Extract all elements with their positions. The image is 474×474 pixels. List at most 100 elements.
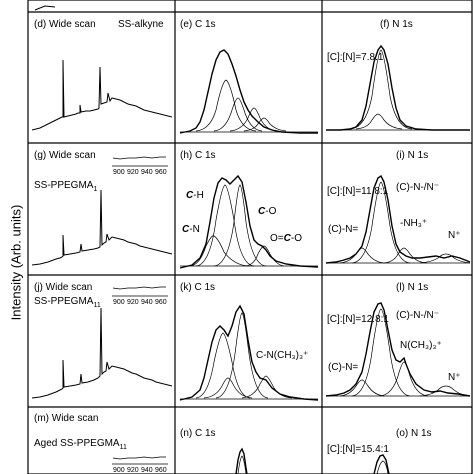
peak-oco-pre: O=	[270, 233, 284, 244]
c1s-h-component	[213, 184, 267, 267]
peak-label-cn: C-N	[182, 224, 200, 235]
peak-label-co: C-O	[258, 206, 277, 217]
n1s-l-component	[339, 379, 385, 397]
c1s-k-component	[215, 312, 269, 399]
inset-g-tick: 960	[155, 169, 167, 176]
panel-h-label: (h) C 1s	[180, 150, 216, 161]
wide-scan-g-curve	[31, 189, 173, 266]
panel-j-label: (j) Wide scan	[34, 282, 92, 293]
panel-d-sample: SS-alkyne	[118, 19, 164, 30]
n1s-l-component	[379, 361, 429, 397]
inset-j-tick: 920	[127, 299, 139, 306]
peak-label-cnme3: C-N(CH₃)₃⁺	[256, 350, 308, 361]
n1s-i-component	[383, 247, 427, 264]
peak-label-cn-i: (C)-N-/N⁻	[396, 182, 439, 193]
inset-m-curve	[112, 456, 166, 460]
panel-m-sample: Aged SS-PPEGMA11	[34, 438, 127, 451]
peak-label-nh3: -NH₃⁺	[400, 218, 427, 229]
panel-n-label: (n) C 1s	[180, 428, 216, 439]
inset-g-tick: 920	[127, 169, 139, 176]
peak-ch-rest: -H	[193, 190, 204, 201]
peak-label-ch: C-H	[186, 190, 204, 201]
peak-cn-main: C	[182, 224, 190, 235]
c1s-k-component	[203, 377, 253, 399]
inset-j-tick: 900	[113, 299, 125, 306]
inset-g-curve	[112, 156, 166, 160]
panel-m-sample-text: Aged SS-PPEGMA	[34, 438, 120, 449]
panel-i-label: (i) N 1s	[396, 150, 428, 161]
inset-m-tick: 920	[127, 467, 139, 474]
inset-g-tick: 900	[113, 169, 125, 176]
n1s-l-envelope	[325, 302, 471, 397]
inset-m-tick: 960	[155, 467, 167, 474]
panel-d-label: (d) Wide scan	[34, 19, 96, 30]
n1s-f-component	[349, 49, 413, 130]
c1s-k-component	[195, 332, 251, 399]
n1s-f-component	[355, 113, 403, 130]
panel-i-ratio: [C]:[N]=11.8:1	[327, 186, 389, 197]
panel-k-label: (k) C 1s	[180, 282, 215, 293]
panel-o-label: (o) N 1s	[396, 428, 432, 439]
n1s-f-envelope	[326, 44, 470, 131]
c1s-n-component	[237, 455, 247, 474]
inset-m-tick: 900	[113, 467, 125, 474]
panel-j-sample-text: SS-PPEGMA	[34, 296, 94, 307]
panel-g-sample-sub: 1	[93, 186, 97, 193]
peak-label-nme3: N(CH₃)₃⁺	[400, 340, 442, 351]
peak-oco-rest: -O	[291, 233, 302, 244]
panel-g-sample: SS-PPEGMA1	[34, 180, 97, 193]
panel-m-sample-sub: 11	[120, 444, 127, 451]
panel-l-ratio: [C]:[N]=12.8:1	[327, 314, 389, 325]
c1s-e-envelope	[179, 49, 318, 134]
inset-m-tick: 940	[141, 467, 153, 474]
n1s-l-component	[419, 385, 471, 397]
inset-j-tick: 940	[141, 299, 153, 306]
inset-j-curve	[112, 286, 166, 290]
panel-j-sample: SS-PPEGMA11	[34, 296, 101, 309]
panel-g-label: (g) Wide scan	[34, 150, 96, 161]
c1s-h-component	[195, 184, 255, 267]
c1s-e-component	[213, 97, 263, 132]
peak-co-rest: -O	[265, 206, 276, 217]
peak-label-ceqn-l: (C)-N=	[328, 362, 358, 373]
c1s-h-component	[189, 235, 249, 267]
figure-frame	[27, 0, 473, 474]
panel-f-ratio: [C]:[N]=7.8:1	[327, 52, 384, 63]
peak-ch-main: C	[186, 190, 194, 201]
c1s-e-component	[229, 107, 277, 132]
n1s-o-envelope	[373, 454, 390, 474]
peak-label-oco: O=C-O	[270, 233, 302, 244]
wide-scan-d-curve	[31, 59, 173, 131]
peak-oco-main: C	[284, 233, 292, 244]
peak-label-cn-l: (C)-N-/N⁻	[396, 310, 439, 321]
panel-l-label: (l) N 1s	[396, 282, 428, 293]
panel-g-sample-text: SS-PPEGMA	[34, 180, 94, 191]
wide-scan-j-curve	[31, 307, 173, 399]
partial-curve	[34, 5, 56, 11]
c1s-h-component	[245, 245, 285, 267]
panel-m-label: (m) Wide scan	[34, 413, 98, 424]
c1s-e-component	[243, 117, 287, 132]
c1s-e-component	[195, 79, 257, 132]
peak-label-nplus-i: N⁺	[448, 230, 461, 241]
c1s-k-component	[241, 375, 293, 399]
panel-j-sample-sub: 11	[93, 302, 100, 309]
inset-j-tick: 960	[155, 299, 167, 306]
inset-g-tick: 940	[141, 169, 153, 176]
panel-e-label: (e) C 1s	[180, 19, 216, 30]
n1s-i-component	[339, 247, 385, 264]
n1s-i-component	[351, 181, 411, 264]
c1s-n-envelope	[235, 447, 248, 474]
peak-co-main: C	[258, 206, 266, 217]
n1s-l-component	[351, 308, 411, 397]
panel-o-ratio: [C]:[N]=15.4:1	[327, 444, 389, 455]
peak-label-nplus-l: N⁺	[448, 372, 461, 383]
panel-f-label: (f) N 1s	[380, 19, 413, 30]
peak-label-ceqn-i: (C)-N=	[328, 224, 358, 235]
n1s-i-component	[419, 253, 471, 264]
peak-cn-rest: -N	[189, 224, 200, 235]
c1s-k-envelope	[179, 304, 319, 401]
c1s-h-envelope	[179, 174, 319, 269]
n1s-o-component	[376, 460, 389, 474]
